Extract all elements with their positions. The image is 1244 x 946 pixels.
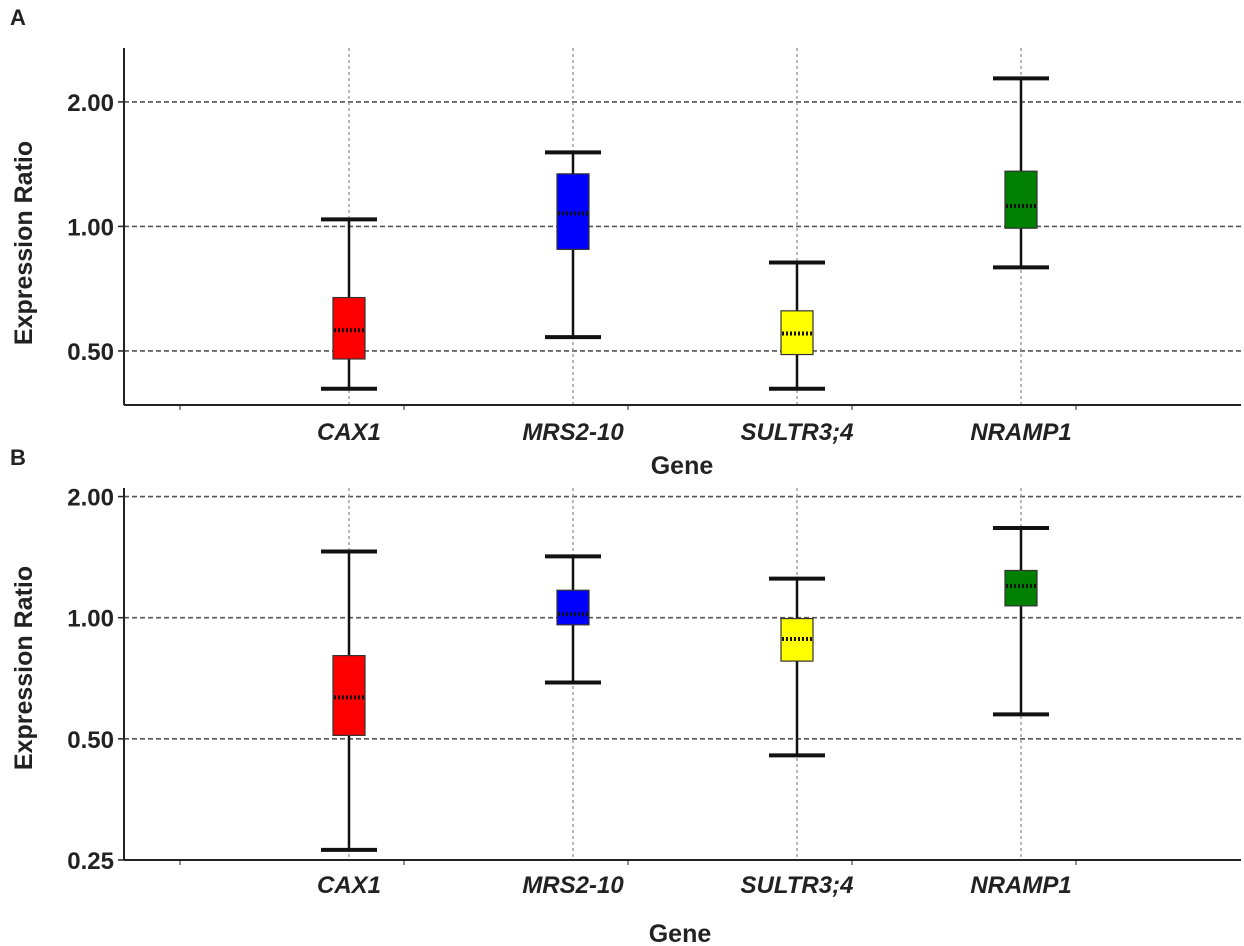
box-iqr: [332, 655, 366, 736]
box-iqr: [332, 296, 366, 360]
panel-a-boxes: [321, 76, 1049, 391]
x-tick-label: MRS2-10: [522, 419, 624, 446]
x-tick-label: MRS2-10: [522, 872, 624, 899]
y-tick-label: 1.00: [67, 214, 114, 241]
box-SULTR3;4: [769, 260, 825, 391]
panel-a-grid: [124, 48, 1241, 405]
x-tick-label: CAX1: [317, 872, 381, 899]
y-tick-label: 0.50: [67, 339, 114, 366]
panel-a-letter: A: [10, 5, 26, 30]
y-tick-label: 0.50: [67, 727, 114, 754]
x-tick-label: SULTR3;4: [741, 419, 854, 446]
panel-a-x-tick-labels: CAX1 MRS2-10 SULTR3;4 NRAMP1: [317, 419, 1072, 446]
box-NRAMP1: [993, 76, 1049, 270]
box-CAX1: [321, 217, 377, 391]
x-tick-label: CAX1: [317, 419, 381, 446]
y-tick-label: 2.00: [67, 485, 114, 512]
panel-a-axes: [118, 48, 1241, 410]
box-iqr: [780, 617, 814, 662]
panel-b-y-axis-title: Expression Ratio: [10, 566, 38, 770]
panel-b-axes: [118, 488, 1241, 865]
panel-b-grid: [124, 488, 1241, 861]
box-iqr: [556, 173, 590, 250]
box-MRS2-10: [545, 150, 601, 340]
box-NRAMP1: [993, 526, 1049, 717]
box-iqr: [1004, 170, 1038, 229]
panel-a-x-axis-title: Gene: [651, 452, 714, 480]
box-CAX1: [321, 549, 377, 852]
panel-b-x-axis-title: Gene: [649, 920, 712, 946]
x-tick-label: NRAMP1: [970, 872, 1071, 899]
panel-a-y-tick-labels: 0.50 1.00 2.00: [67, 90, 114, 366]
panel-b: B 0.25 0.50 1.00 2.00 CAX1 MRS2-10 SULTR3;4 NR…: [10, 445, 1241, 946]
x-tick-label: NRAMP1: [970, 419, 1071, 446]
box-iqr: [1004, 569, 1038, 607]
y-tick-label: 1.00: [67, 606, 114, 633]
box-iqr: [556, 589, 590, 626]
panel-a-y-axis-title: Expression Ratio: [10, 141, 38, 345]
panel-b-x-tick-labels: CAX1 MRS2-10 SULTR3;4 NRAMP1: [317, 872, 1072, 899]
panel-b-boxes: [321, 526, 1049, 852]
panel-b-y-tick-labels: 0.25 0.50 1.00 2.00: [67, 485, 114, 875]
panel-a: A 0.50 1.00 2.00 CAX1 MRS2-10 SULTR3;4 NRAMP1…: [10, 5, 1241, 480]
box-MRS2-10: [545, 554, 601, 685]
x-tick-label: SULTR3;4: [741, 872, 854, 899]
y-tick-label: 2.00: [67, 90, 114, 117]
box-iqr: [780, 310, 814, 356]
box-SULTR3;4: [769, 576, 825, 758]
y-tick-label: 0.25: [67, 848, 114, 875]
panel-b-letter: B: [10, 445, 26, 470]
